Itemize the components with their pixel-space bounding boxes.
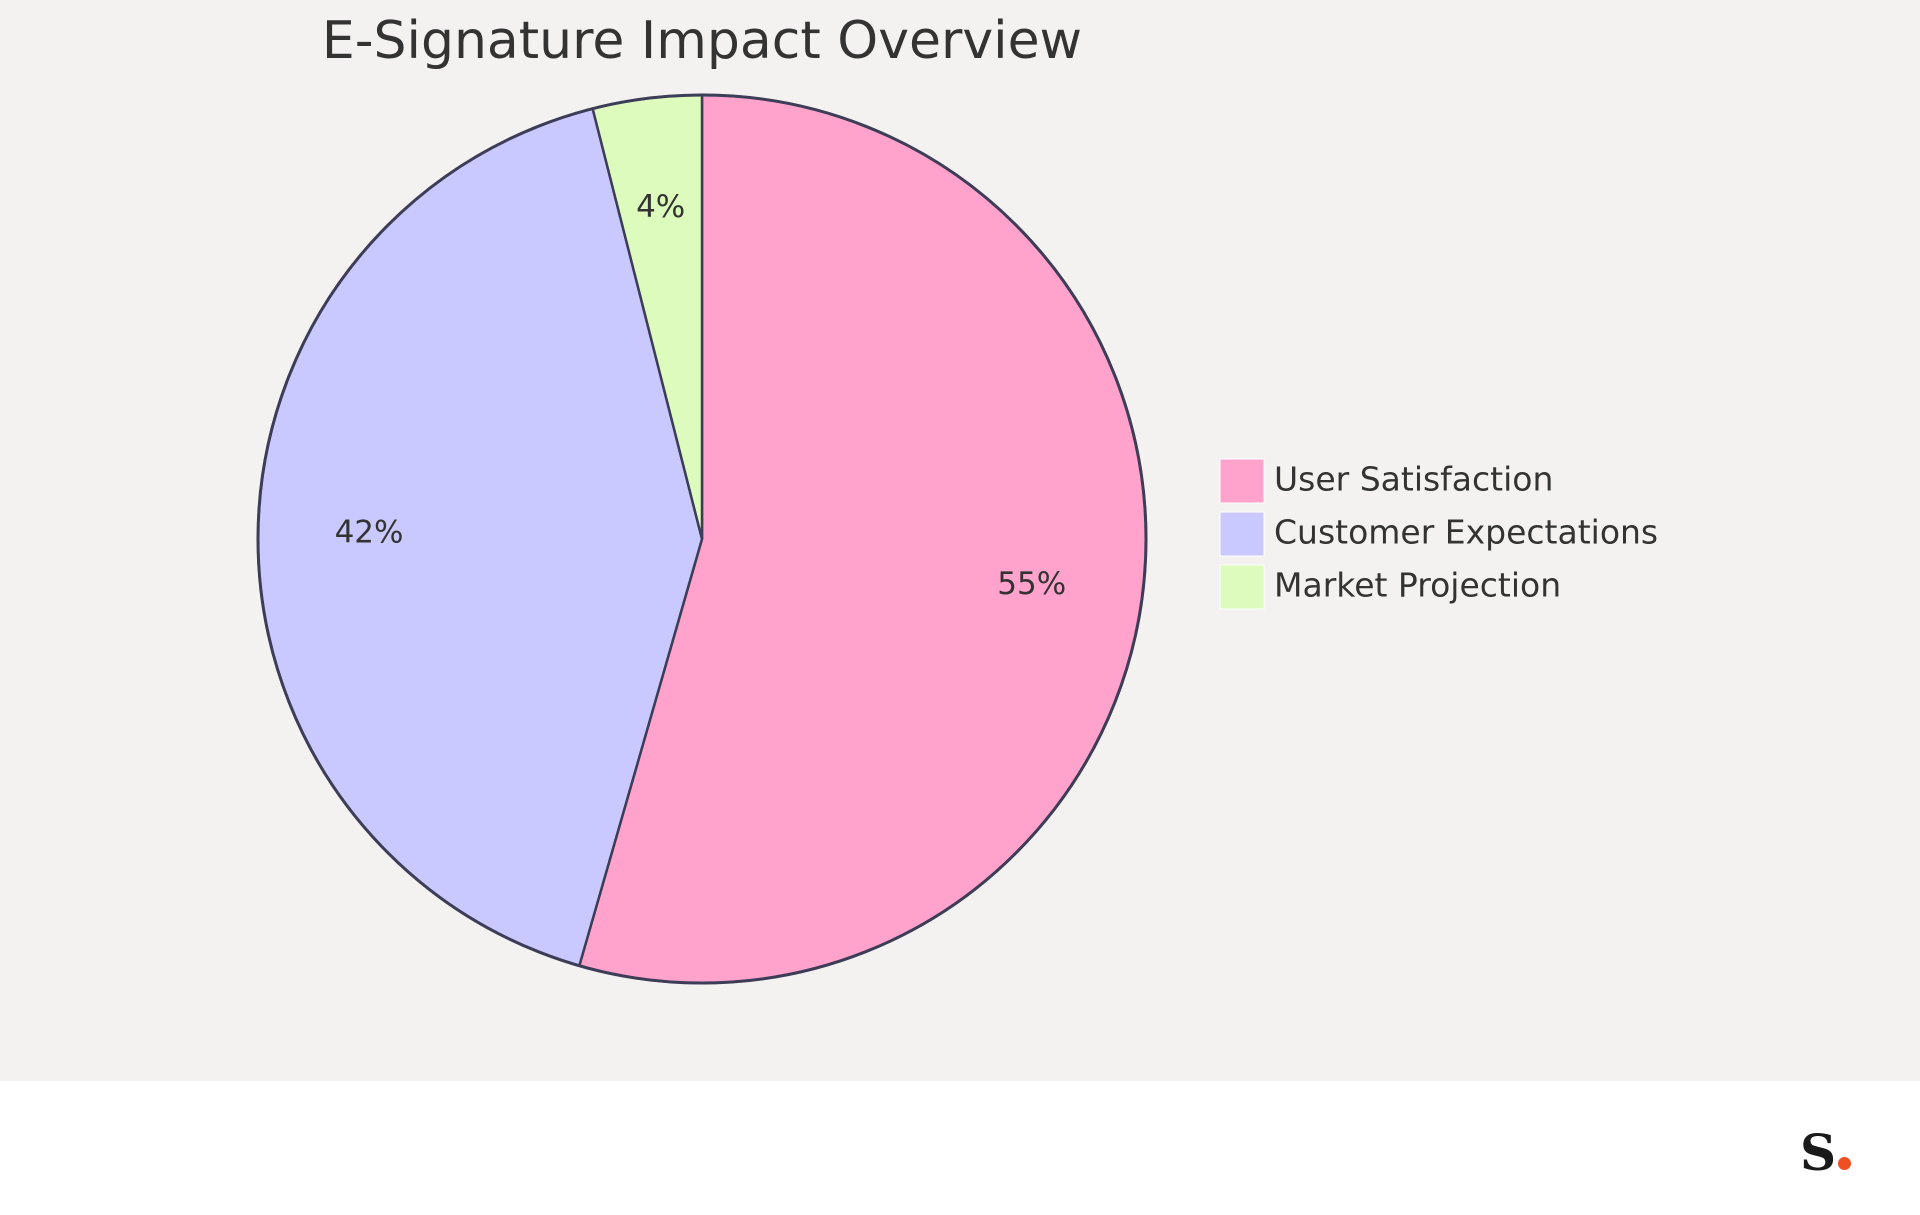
brand-logo-dot (1838, 1157, 1852, 1170)
legend: User Satisfaction Customer Expectations Ma… (1219, 458, 1658, 610)
pie-slice-labels: 55% 42% 4% (335, 189, 1067, 602)
legend-label-user-satisfaction: User Satisfaction (1274, 460, 1553, 499)
pie-slice-label-market-projection: 4% (636, 189, 685, 225)
legend-swatch-market-projection (1219, 564, 1265, 610)
legend-swatch-customer-expectations (1219, 511, 1265, 557)
pie-outline (256, 93, 1148, 985)
pie-chart: E-Signature Impact Overview 55% 42% 4% Use… (256, 11, 1658, 985)
legend-swatch-user-satisfaction (1219, 458, 1265, 504)
chart-title: E-Signature Impact Overview (322, 11, 1082, 71)
pie-slice-label-user-satisfaction: 55% (997, 566, 1066, 602)
chart-background: E-Signature Impact Overview 55% 42% 4% Use… (0, 0, 1920, 1081)
pie-slices (256, 93, 1148, 985)
pie-slice-label-customer-expectations: 42% (335, 514, 404, 550)
legend-label-market-projection: Market Projection (1274, 566, 1561, 605)
brand-logo-letter: S (1800, 1123, 1837, 1182)
footer (0, 1081, 1920, 1215)
legend-label-customer-expectations: Customer Expectations (1274, 513, 1658, 552)
brand-logo: S (1800, 1128, 1852, 1178)
